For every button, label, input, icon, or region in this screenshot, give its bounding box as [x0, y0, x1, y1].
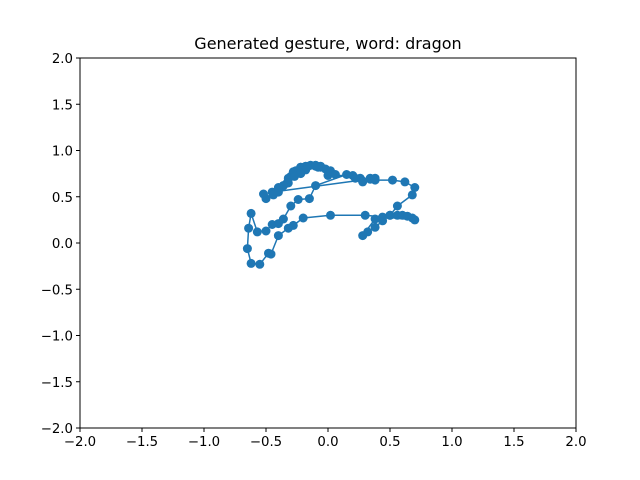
x-tick-label: 2.0	[565, 435, 586, 450]
data-point	[330, 170, 340, 179]
data-point	[298, 213, 308, 223]
data-point	[385, 210, 395, 220]
x-tick-label: −1.0	[188, 435, 220, 450]
data-point	[244, 223, 254, 233]
x-tick-label: −0.5	[250, 435, 282, 450]
data-point	[252, 227, 262, 237]
data-point	[286, 201, 296, 211]
y-tick-label: −2.0	[41, 422, 73, 437]
x-tick-label: 1.0	[441, 435, 462, 450]
data-point	[370, 214, 380, 224]
data-point	[290, 171, 299, 181]
data-point	[273, 231, 283, 241]
data-point	[358, 231, 368, 241]
y-tick-label: −0.5	[41, 283, 73, 298]
data-point	[293, 195, 303, 204]
data-point	[370, 222, 380, 232]
x-axis-ticks: −2.0 −1.5 −1.0 −0.5 0.0 0.5 1.0 1.5 2.0	[64, 428, 587, 450]
y-tick-label: −1.0	[41, 330, 73, 345]
data-point	[255, 259, 265, 269]
data-point	[246, 208, 256, 218]
data-point	[311, 181, 321, 191]
y-tick-label: 0.5	[52, 191, 73, 206]
data-point	[360, 210, 370, 220]
data-point	[370, 173, 380, 183]
y-axis-ticks: −2.0 −1.5 −1.0 −0.5 0.0 0.5 1.0 1.5 2.0	[41, 52, 80, 437]
data-point	[410, 215, 420, 225]
data-point	[392, 201, 402, 211]
y-tick-label: 1.5	[52, 98, 73, 113]
x-tick-label: 0.0	[317, 435, 338, 450]
y-tick-label: −1.5	[41, 376, 73, 391]
data-point	[264, 248, 273, 258]
series-layer	[242, 160, 420, 269]
data-point	[407, 190, 417, 200]
y-tick-label: 0.0	[52, 237, 73, 252]
data-point	[268, 190, 278, 200]
data-point	[313, 162, 323, 172]
data-point	[358, 177, 368, 187]
data-point	[410, 183, 420, 192]
y-tick-label: 1.0	[52, 145, 73, 160]
data-point	[283, 223, 293, 233]
x-tick-label: 1.5	[503, 435, 524, 450]
data-point	[261, 226, 271, 236]
data-point	[273, 183, 283, 192]
data-point	[350, 173, 360, 183]
x-tick-label: −2.0	[64, 435, 96, 450]
y-tick-label: 2.0	[52, 52, 73, 67]
data-point	[378, 212, 388, 222]
x-tick-label: 0.5	[379, 435, 400, 450]
data-point	[278, 214, 288, 224]
data-point	[342, 170, 352, 179]
x-tick-label: −1.5	[126, 435, 158, 450]
data-point	[246, 258, 256, 268]
chart-title: Generated gesture, word: dragon	[194, 34, 461, 53]
data-point	[326, 210, 335, 220]
data-point	[259, 189, 268, 199]
data-point	[388, 175, 397, 185]
data-point	[242, 244, 252, 254]
data-point	[304, 194, 314, 204]
data-point	[400, 177, 410, 187]
